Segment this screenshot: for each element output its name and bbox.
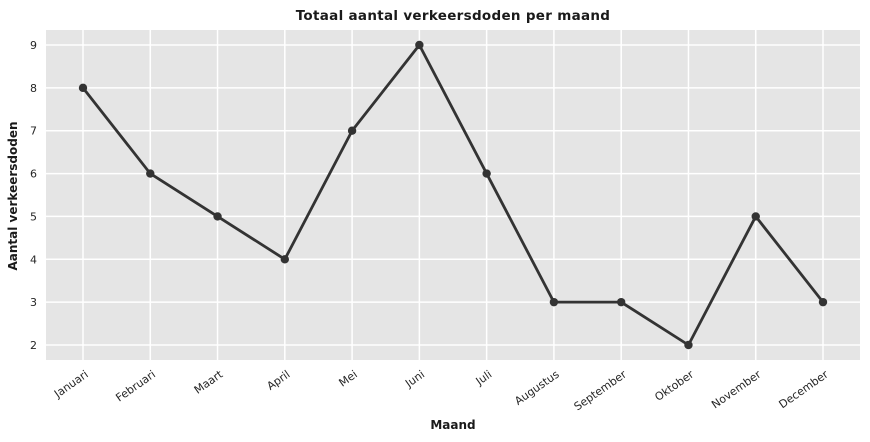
x-tick-label: September <box>572 368 630 414</box>
data-point <box>751 212 760 221</box>
data-point <box>415 40 424 50</box>
x-tick-label: Oktober <box>652 368 696 404</box>
y-tick-label: 8 <box>30 82 37 95</box>
data-point <box>347 126 357 135</box>
x-tick-label: Februari <box>113 368 158 405</box>
x-tick-label: Augustus <box>512 368 562 408</box>
y-tick-label: 5 <box>30 210 37 223</box>
x-axis-label: Maand <box>430 418 476 432</box>
x-tick-label: December <box>777 368 832 412</box>
y-tick-label: 9 <box>30 39 37 52</box>
y-tick-label: 2 <box>30 339 37 352</box>
y-tick-label: 3 <box>30 296 37 309</box>
data-point <box>616 297 626 307</box>
x-tick-label: Januari <box>51 368 91 401</box>
y-axis-label: Aantal verkeersdoden <box>6 121 20 271</box>
x-tick-label: April <box>264 368 292 393</box>
y-tick-label: 7 <box>30 125 37 138</box>
x-tick-label: Juni <box>402 368 427 391</box>
data-point <box>213 212 222 221</box>
data-point <box>549 297 559 307</box>
data-point <box>684 340 693 350</box>
data-point <box>280 255 290 264</box>
data-point <box>78 83 88 93</box>
x-tick-label: November <box>709 368 764 412</box>
x-tick-label: Juli <box>473 368 495 389</box>
data-point <box>146 169 155 178</box>
data-line <box>81 43 825 347</box>
chart-title: Totaal aantal verkeersdoden per maand <box>295 8 611 24</box>
data-point <box>482 169 491 178</box>
y-tick-label: 6 <box>30 168 37 181</box>
plot-area <box>46 30 860 360</box>
x-tick-label: Maart <box>192 367 226 396</box>
x-tick-label: Mei <box>337 368 360 390</box>
data-point <box>818 297 828 307</box>
y-tick-label: 4 <box>30 253 37 266</box>
